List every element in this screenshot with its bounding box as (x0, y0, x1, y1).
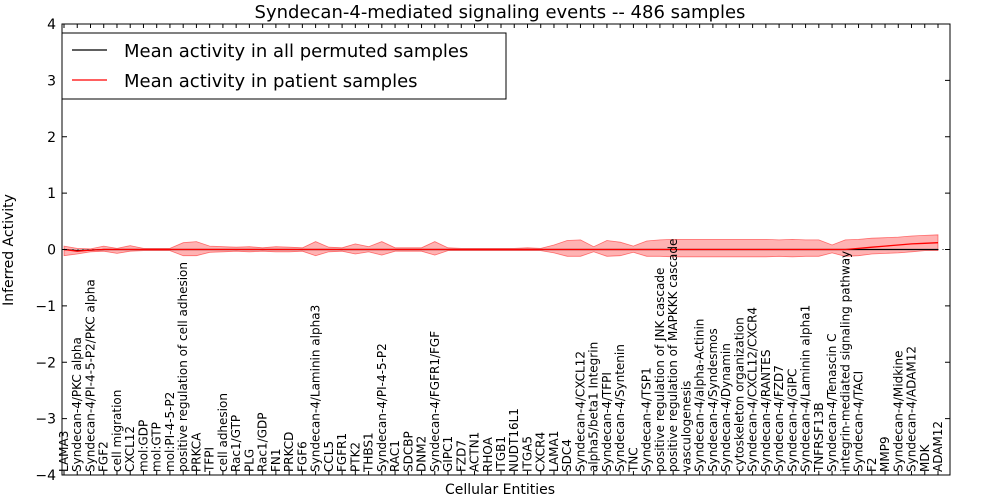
x-tick-label: Syndecan-4/CXCL12 (574, 351, 588, 472)
x-tick-label: alpha5/beta1 Integrin (587, 342, 601, 472)
x-axis-label: Cellular Entities (445, 482, 555, 498)
x-tick-label: Syndecan-4/alpha-Actinin (693, 319, 707, 472)
x-tick-label: Syndecan-4/Dynamin (719, 343, 733, 472)
x-tick-label: TFPI (203, 447, 217, 473)
x-tick-label: cell adhesion (216, 393, 230, 472)
x-tick-label: LAMA3 (57, 431, 71, 472)
x-tick-label: Syndecan-4/Tenascin C (825, 333, 839, 472)
x-tick-label: vasculogenesis (679, 381, 693, 472)
x-tick-label: positive regulation of JNK cascade (653, 268, 667, 472)
x-tick-label: Syndecan-4/PI-4-5-P2/PKC alpha (84, 279, 98, 472)
y-tick-label: 3 (47, 73, 56, 89)
axis-ticks (62, 23, 950, 476)
x-tick-label: FN1 (269, 448, 283, 472)
x-tick-label: mol:PI-4-5-P2 (163, 392, 177, 472)
legend-label-permuted: Mean activity in all permuted samples (124, 41, 468, 62)
x-tick-label: Syndecan-4/PKC alpha (70, 337, 84, 472)
series-line-patient (63, 242, 939, 252)
x-tick-label: cytoskeleton organization (732, 317, 746, 472)
x-tick-label: PLG (242, 449, 256, 472)
x-tick-label: mol:GDP (137, 420, 151, 472)
x-tick-label: PRKCA (189, 432, 203, 472)
x-tick-label: PTK2 (348, 442, 362, 472)
x-tick-label: Syndecan-4/FZD7 (772, 365, 786, 472)
x-tick-label: Syndecan-4/Laminin alpha3 (309, 305, 323, 472)
x-tick-label: CXCL12 (123, 426, 137, 472)
x-tick-label: SDC4 (560, 439, 574, 472)
x-tick-label: Syndecan-4/GIPC (785, 369, 799, 472)
x-tick-label: Syndecan-4/PI-4-5-P2 (375, 343, 389, 472)
x-tick-label: Syndecan-4/TSP1 (640, 367, 654, 472)
x-tick-label: ADAM12 (931, 421, 945, 472)
x-tick-label: Syndecan-4/FGFR1/FGF (428, 331, 442, 472)
x-tick-label: THBS1 (362, 432, 376, 473)
x-tick-label: NUDT16L1 (507, 408, 521, 472)
x-tick-label: Syndecan-4/Midkine (891, 351, 905, 472)
x-tick-label: SDCBP (401, 431, 415, 472)
x-tick-label: FGF6 (295, 441, 309, 472)
x-tick-label: Syndecan-4/TFPI (600, 372, 614, 472)
x-tick-label: DNM2 (415, 436, 429, 472)
y-tick-label: −3 (35, 412, 56, 428)
x-tick-label: FZD7 (454, 440, 468, 472)
x-tick-label: positive regulation of cell adhesion (176, 262, 190, 472)
x-tick-label: TNFRSF13B (812, 402, 826, 473)
x-tick-label: integrin-mediated signaling pathway (838, 251, 852, 472)
x-tick-label: Syndecan-4/ADAM12 (905, 346, 919, 472)
x-tick-label: positive regulation of MAPKKK cascade (666, 239, 680, 472)
x-tick-label: Syndecan-4/Laminin alpha1 (799, 305, 813, 472)
x-tick-label: RAC1 (388, 440, 402, 472)
x-tick-label: TNC (626, 447, 640, 473)
plot-frame (61, 23, 951, 476)
y-tick-label: 0 (47, 243, 56, 259)
patient-spread-band (63, 234, 939, 258)
x-tick-label: ITGA5 (521, 436, 535, 472)
x-tick-label: FGF2 (97, 441, 111, 472)
x-tick-label: ACTN1 (468, 432, 482, 472)
x-tick-label: cell migration (110, 390, 124, 472)
x-tick-labels: LAMA3 Syndecan-4/PKC alpha Syndecan-4/PI-4… (57, 239, 945, 473)
x-tick-label: PRKCD (282, 432, 296, 472)
x-tick-label: Rac1/GDP (256, 413, 270, 472)
x-tick-label: Syndecan-4/Syndesmos (706, 328, 720, 472)
x-tick-label: MMP9 (878, 436, 892, 472)
legend-box (61, 32, 507, 100)
x-tick-label: Rac1/GTP (229, 415, 243, 472)
legend: Mean activity in all permuted samples Me… (61, 32, 507, 100)
plot-area (62, 234, 950, 258)
y-tick-label: −4 (35, 468, 56, 484)
x-tick-label: RHOA (481, 436, 495, 472)
y-tick-label: 2 (47, 130, 56, 146)
chart-title: Syndecan-4-mediated signaling events -- … (255, 2, 746, 23)
x-tick-label: Syndecan-4/TACI (852, 371, 866, 472)
x-tick-label: Syndecan-4/CXCL12/CXCR4 (746, 307, 760, 472)
y-tick-label: −1 (35, 299, 56, 315)
y-tick-label: −2 (35, 355, 56, 371)
x-tick-label: GIPC1 (441, 436, 455, 472)
x-tick-label: mol:GTP (150, 422, 164, 472)
y-tick-labels: 4 3 2 1 0 −1 −2 −3 −4 (35, 17, 56, 484)
x-tick-label: Syndecan-4/RANTES (759, 350, 773, 472)
y-axis-label: Inferred Activity (1, 194, 17, 306)
x-tick-label: CCL5 (322, 441, 336, 472)
x-tick-label: Syndecan-4/Syntenin (613, 344, 627, 472)
x-tick-label: LAMA1 (547, 431, 561, 472)
x-tick-label: F2 (865, 457, 879, 472)
y-tick-label: 4 (47, 17, 56, 33)
legend-label-patient: Mean activity in patient samples (124, 71, 418, 92)
x-tick-label: ITGB1 (494, 436, 508, 472)
y-tick-label: 1 (47, 186, 56, 202)
x-tick-label: FGFR1 (335, 433, 349, 472)
x-tick-label: MDK (918, 443, 932, 472)
x-tick-label: CXCR4 (534, 432, 548, 472)
